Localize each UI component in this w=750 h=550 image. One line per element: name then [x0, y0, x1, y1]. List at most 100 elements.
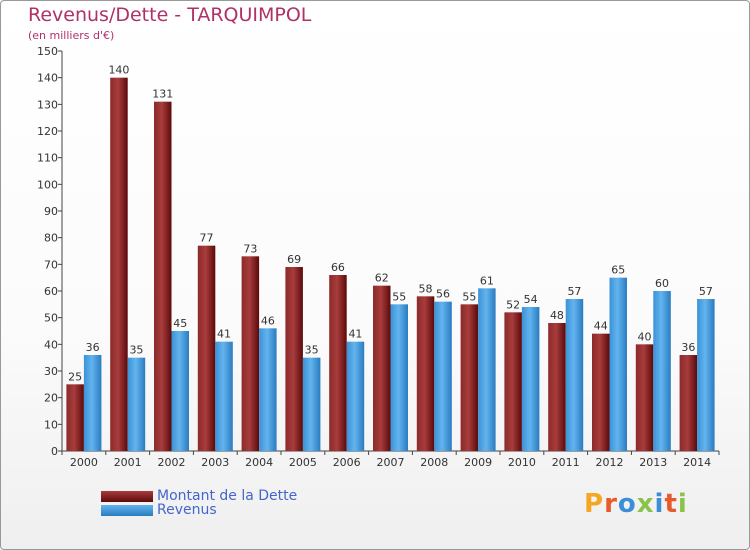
y-tick-label: 30: [44, 365, 58, 378]
legend-item-debt: Montant de la Dette: [101, 488, 298, 504]
data-label-revenus: 41: [217, 328, 231, 341]
x-tick-label: 2000: [70, 456, 98, 469]
y-tick-label: 40: [44, 338, 58, 351]
bar-debt: [373, 285, 391, 451]
bar-revenus: [521, 307, 540, 451]
legend-label-debt: Montant de la Dette: [157, 488, 298, 504]
legend-swatch-debt: [101, 490, 153, 502]
data-label-revenus: 57: [567, 285, 581, 298]
data-label-debt: 131: [152, 88, 173, 101]
x-tick-label: 2012: [596, 456, 624, 469]
chart-bars: [66, 77, 715, 452]
data-label-debt: 55: [462, 290, 476, 303]
data-label-debt: 140: [108, 64, 129, 77]
data-label-revenus: 35: [305, 344, 319, 357]
x-tick-label: 2005: [289, 456, 317, 469]
data-label-debt: 44: [594, 320, 608, 333]
x-tick-label: 2007: [377, 456, 405, 469]
x-tick-label: 2002: [158, 456, 186, 469]
x-tick-label: 2011: [552, 456, 580, 469]
y-tick-label: 10: [44, 418, 58, 431]
data-label-revenus: 55: [392, 290, 406, 303]
bar-revenus: [171, 331, 189, 451]
bar-debt: [329, 275, 347, 451]
data-label-debt: 25: [68, 370, 82, 383]
data-label-debt: 48: [550, 309, 564, 322]
bar-revenus: [565, 299, 584, 451]
y-tick-label: 120: [37, 125, 58, 138]
bar-debt: [504, 312, 522, 451]
bar-revenus: [127, 357, 146, 451]
bar-revenus: [478, 288, 496, 451]
bar-revenus: [390, 304, 408, 451]
bar-debt: [416, 296, 435, 451]
x-tick-label: 2008: [420, 456, 448, 469]
data-label-debt: 62: [375, 272, 389, 285]
data-label-debt: 69: [287, 253, 301, 266]
bar-revenus: [653, 291, 671, 451]
y-tick-label: 50: [44, 312, 58, 325]
data-label-revenus: 61: [480, 274, 494, 287]
data-label-debt: 73: [243, 242, 257, 255]
x-tick-label: 2009: [464, 456, 492, 469]
chart-title: Revenus/Dette - TARQUIMPOL: [28, 4, 312, 26]
data-label-revenus: 41: [348, 328, 362, 341]
data-label-revenus: 65: [611, 264, 625, 277]
data-label-revenus: 57: [699, 285, 713, 298]
y-tick-label: 80: [44, 232, 58, 245]
legend-item-revenus: Revenus: [101, 502, 217, 518]
bar-debt: [592, 333, 610, 451]
bar-debt: [197, 245, 216, 451]
x-tick-label: 2003: [201, 456, 229, 469]
bar-revenus: [697, 299, 715, 451]
x-tick-label: 2013: [639, 456, 667, 469]
bar-revenus: [259, 328, 277, 451]
y-tick-label: 100: [37, 178, 58, 191]
bar-revenus: [609, 277, 627, 451]
proxiti-logo: Proxiti: [584, 489, 688, 519]
bar-revenus: [302, 357, 321, 451]
bar-debt: [110, 77, 128, 452]
bar-debt: [635, 344, 654, 451]
data-label-revenus: 45: [173, 317, 187, 330]
data-label-revenus: 60: [655, 277, 669, 290]
bar-revenus: [215, 341, 233, 451]
data-label-revenus: 54: [524, 293, 538, 306]
bar-debt: [241, 256, 260, 451]
data-label-debt: 66: [331, 261, 345, 274]
x-tick-label: 2001: [114, 456, 142, 469]
y-tick-label: 70: [44, 258, 58, 271]
bar-revenus: [434, 301, 452, 451]
data-label-revenus: 35: [129, 344, 143, 357]
y-tick-label: 20: [44, 392, 58, 405]
bar-debt: [548, 323, 566, 451]
data-label-debt: 77: [200, 232, 214, 245]
chart-subtitle: (en milliers d'€): [28, 29, 115, 42]
legend-label-revenus: Revenus: [157, 502, 217, 518]
y-tick-label: 110: [37, 152, 58, 165]
y-tick-label: 90: [44, 205, 58, 218]
bar-debt: [679, 355, 698, 451]
data-label-debt: 40: [638, 330, 652, 343]
x-tick-label: 2006: [333, 456, 361, 469]
data-label-debt: 58: [419, 282, 433, 295]
bar-revenus: [346, 341, 365, 451]
data-label-revenus: 56: [436, 288, 450, 301]
legend-swatch-revenus: [101, 504, 153, 516]
data-label-debt: 36: [681, 341, 695, 354]
y-tick-label: 150: [37, 45, 58, 58]
x-tick-label: 2004: [245, 456, 273, 469]
x-tick-label: 2010: [508, 456, 536, 469]
y-tick-label: 0: [51, 445, 58, 458]
y-tick-label: 130: [37, 98, 58, 111]
data-label-revenus: 36: [86, 341, 100, 354]
bar-debt: [154, 101, 172, 452]
data-label-debt: 52: [506, 298, 520, 311]
bar-debt: [66, 384, 84, 451]
y-tick-label: 60: [44, 285, 58, 298]
bar-revenus: [83, 355, 102, 451]
bar-debt: [285, 267, 303, 451]
y-tick-label: 140: [37, 72, 58, 85]
